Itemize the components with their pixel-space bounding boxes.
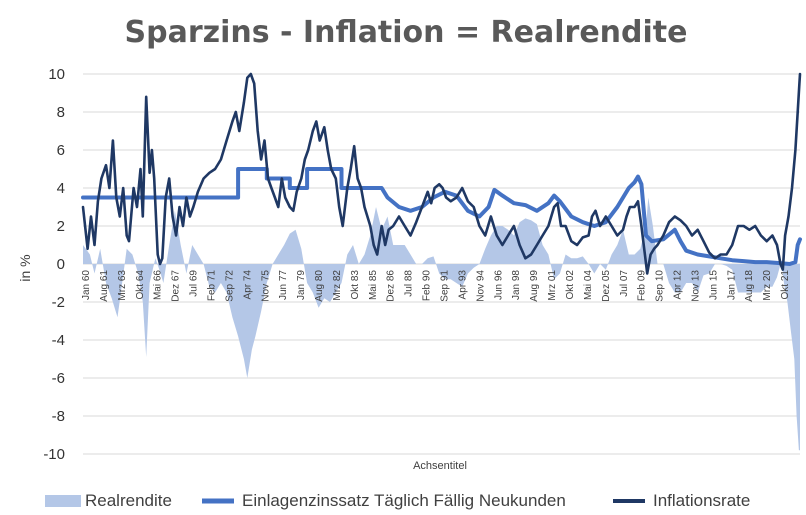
x-tick-label: Feb 09 bbox=[637, 270, 648, 302]
x-tick-label: Mrz 20 bbox=[762, 270, 773, 301]
x-tick-label: Aug 80 bbox=[314, 270, 325, 302]
x-tick-label: Feb 90 bbox=[422, 270, 433, 302]
legend-label: Einlagenzinssatz Täglich Fällig Neukunde… bbox=[242, 491, 566, 510]
y-tick-label: 8 bbox=[57, 104, 65, 121]
realrendite-area bbox=[83, 197, 800, 451]
x-tick-label: Jul 69 bbox=[189, 270, 200, 297]
x-tick-label: Mai 85 bbox=[368, 270, 379, 300]
x-tick-label: Jan 98 bbox=[511, 270, 522, 300]
x-tick-label: Nov 13 bbox=[690, 270, 701, 302]
y-tick-label: 10 bbox=[48, 66, 65, 83]
line-layer bbox=[81, 72, 802, 275]
x-tick-label: Okt 64 bbox=[135, 270, 146, 300]
x-tick-label: Dez 86 bbox=[386, 270, 397, 302]
y-tick-label: -10 bbox=[43, 446, 65, 463]
x-tick-label: Mrz 82 bbox=[332, 270, 343, 301]
x-tick-label: Apr 93 bbox=[457, 270, 468, 300]
y-tick-label: 6 bbox=[57, 142, 65, 159]
y-axis-ticks: 10 8 6 4 2 0 -2 -4 -6 -8 -10 bbox=[43, 66, 65, 463]
x-tick-label: Jul 88 bbox=[404, 270, 415, 297]
realrendite-area-layer bbox=[83, 197, 800, 451]
y-tick-label: -2 bbox=[52, 294, 65, 311]
y-tick-label: -8 bbox=[52, 408, 65, 425]
y-tick-label: -6 bbox=[52, 370, 65, 387]
x-tick-label: Dez 67 bbox=[171, 270, 182, 302]
chart-title: Sparzins - Inflation = Realrendite bbox=[125, 15, 688, 50]
x-tick-label: Okt 21 bbox=[780, 270, 791, 300]
x-tick-label: Apr 74 bbox=[242, 270, 253, 300]
legend-label: Inflationsrate bbox=[653, 491, 750, 510]
x-tick-label: Jun 15 bbox=[708, 270, 719, 300]
x-tick-label: Mai 66 bbox=[153, 270, 164, 300]
x-tick-label: Jan 79 bbox=[296, 270, 307, 300]
x-tick-label: Mai 04 bbox=[583, 270, 594, 300]
x-tick-label: Nov 75 bbox=[260, 270, 271, 302]
x-tick-label: Sep 10 bbox=[655, 270, 666, 302]
y-tick-label: -4 bbox=[52, 332, 65, 349]
x-tick-label: Jun 96 bbox=[493, 270, 504, 300]
x-tick-label: Feb 71 bbox=[206, 270, 217, 302]
x-tick-label: Sep 91 bbox=[440, 270, 451, 302]
x-tick-label: Apr 12 bbox=[673, 270, 684, 300]
y-tick-label: 2 bbox=[57, 218, 65, 235]
x-tick-label: Mrz 63 bbox=[117, 270, 128, 301]
legend-label: Realrendite bbox=[85, 491, 172, 510]
y-tick-label: 0 bbox=[57, 256, 65, 273]
x-tick-label: Okt 83 bbox=[350, 270, 361, 300]
inflationsrate-line bbox=[81, 72, 802, 275]
x-tick-label: Aug 99 bbox=[529, 270, 540, 302]
x-tick-label: Jan 60 bbox=[81, 270, 92, 300]
x-axis-ticks: Jan 60 Aug 61 Mrz 63 Okt 64 Mai 66 Dez 67 Jul … bbox=[81, 270, 791, 302]
x-tick-label: Jun 77 bbox=[278, 270, 289, 300]
legend: Realrendite Einlagenzinssatz Täglich Fäll… bbox=[45, 491, 750, 510]
x-tick-label: Jan 17 bbox=[726, 270, 737, 300]
y-axis-label: in % bbox=[17, 254, 33, 281]
legend-swatch-realrendite bbox=[45, 495, 81, 507]
x-tick-label: Aug 61 bbox=[99, 270, 110, 302]
x-tick-label: Sep 72 bbox=[224, 270, 235, 302]
x-tick-label: Dez 05 bbox=[601, 270, 612, 302]
x-tick-label: Aug 18 bbox=[744, 270, 755, 302]
x-tick-label: Mrz 01 bbox=[547, 270, 558, 301]
x-tick-label: Okt 02 bbox=[565, 270, 576, 300]
x-axis-label: Achsentitel bbox=[413, 460, 467, 472]
x-tick-label: Nov 94 bbox=[475, 270, 486, 302]
y-tick-label: 4 bbox=[57, 180, 65, 197]
x-tick-label: Jul 07 bbox=[619, 270, 630, 297]
